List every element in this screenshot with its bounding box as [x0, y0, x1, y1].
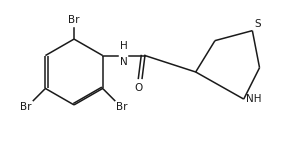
Text: H: H — [120, 41, 127, 51]
Text: Br: Br — [20, 102, 32, 112]
Text: Br: Br — [116, 102, 128, 112]
Text: Br: Br — [68, 15, 80, 25]
Text: NH: NH — [246, 94, 262, 104]
Text: S: S — [255, 19, 261, 29]
Text: N: N — [120, 57, 127, 67]
Text: O: O — [134, 83, 143, 93]
